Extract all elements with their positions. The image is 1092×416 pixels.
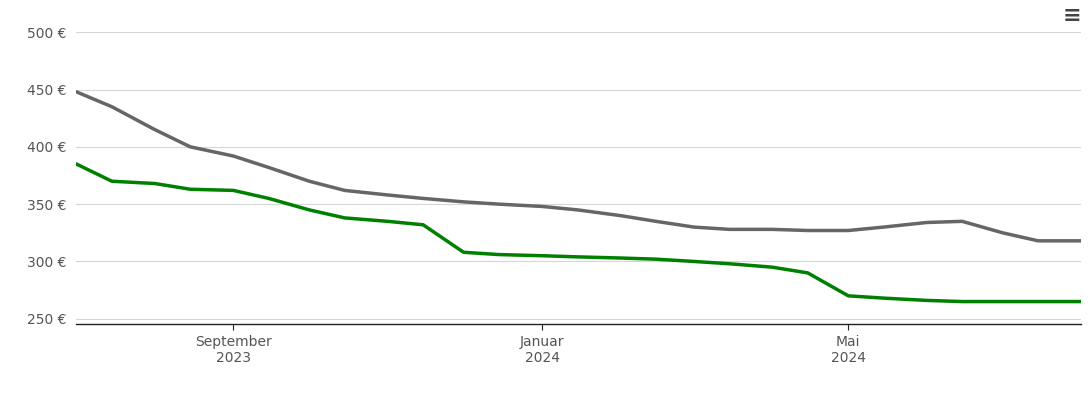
Text: ≡: ≡ [1063,5,1081,26]
